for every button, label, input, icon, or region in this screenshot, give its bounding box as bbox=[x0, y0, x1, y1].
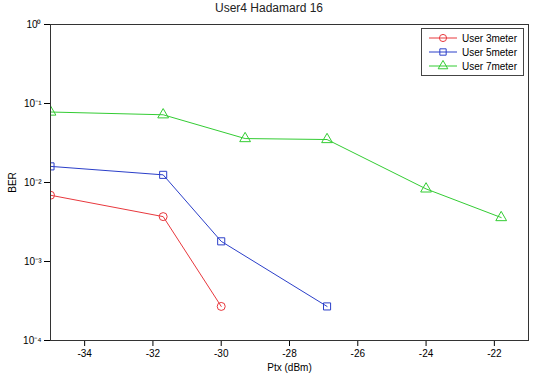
svg-text:Ptx (dBm): Ptx (dBm) bbox=[267, 362, 311, 373]
svg-text:10⁻³: 10⁻³ bbox=[24, 256, 42, 267]
svg-text:-30: -30 bbox=[214, 348, 229, 359]
svg-text:-26: -26 bbox=[351, 348, 366, 359]
html-text:User4 Hadamard 16: User4 Hadamard 16 bbox=[215, 1, 323, 15]
html-text:User 3meter: User 3meter bbox=[462, 32, 517, 44]
svg-text:-24: -24 bbox=[419, 348, 434, 359]
svg-text:-28: -28 bbox=[282, 348, 297, 359]
svg-text:10⁰: 10⁰ bbox=[26, 19, 41, 30]
svg-text:10⁻¹: 10⁻¹ bbox=[24, 98, 42, 109]
html-text:User 7meter: User 7meter bbox=[462, 60, 517, 72]
svg-text:10⁻⁴: 10⁻⁴ bbox=[23, 335, 41, 346]
svg-text:-34: -34 bbox=[77, 348, 92, 359]
svg-text:-32: -32 bbox=[146, 348, 161, 359]
svg-text:10⁻²: 10⁻² bbox=[24, 177, 42, 188]
html-text:User 5meter: User 5meter bbox=[462, 46, 517, 58]
svg-text:-22: -22 bbox=[487, 348, 502, 359]
svg-text:BER: BER bbox=[7, 172, 18, 193]
